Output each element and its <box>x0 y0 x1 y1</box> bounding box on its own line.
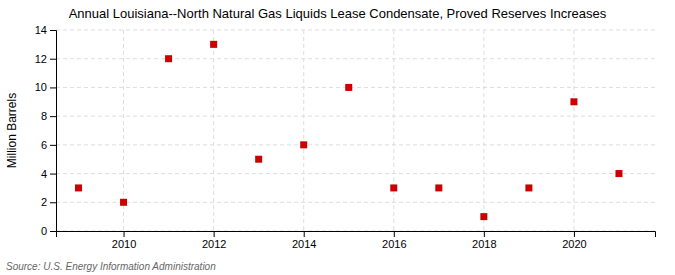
x-tick-mark <box>124 231 125 237</box>
x-tick: 2014 <box>292 231 316 250</box>
x-tick-mark <box>574 231 575 237</box>
x-tick-label: 2016 <box>382 238 406 250</box>
x-tick-label: 2020 <box>562 238 586 250</box>
y-tick-label: 4 <box>41 168 47 180</box>
x-tick: 2012 <box>202 231 226 250</box>
y-tick: 12 <box>35 53 56 65</box>
point <box>615 170 622 177</box>
x-tick: 2016 <box>382 231 406 250</box>
point <box>255 156 262 163</box>
point <box>435 184 442 191</box>
point <box>570 98 577 105</box>
y-axis-line <box>50 31 57 232</box>
y-tick: 0 <box>41 225 56 237</box>
y-tick: 14 <box>35 24 56 36</box>
y-tick-label: 14 <box>35 24 47 36</box>
y-tick: 10 <box>35 81 56 93</box>
point <box>390 184 397 191</box>
y-tick-label: 10 <box>35 81 47 93</box>
chart-title: Annual Louisiana--North Natural Gas Liqu… <box>69 6 607 21</box>
grid-line-y <box>56 173 655 174</box>
points <box>75 41 622 220</box>
y-axis-title: Million Barrels <box>5 93 19 168</box>
x-tick-mark <box>214 231 215 237</box>
y-axis: 0 2 4 6 8 10 12 14 <box>35 24 57 237</box>
y-tick-mark <box>50 87 56 88</box>
y-tick-label: 6 <box>41 139 47 151</box>
y-tick: 6 <box>41 139 56 151</box>
grid-line-y <box>56 30 655 31</box>
grid-line-y <box>56 58 655 59</box>
point <box>210 41 217 48</box>
point <box>345 84 352 91</box>
x-tick: 2018 <box>472 231 496 250</box>
x-axis: 2010 2012 2014 2016 2018 2020 <box>57 231 656 250</box>
plot-area: 2010 2012 2014 2016 2018 2020 0 2 4 6 8 10 12 14 <box>35 24 656 250</box>
x-tick-mark <box>304 231 305 237</box>
y-tick: 2 <box>41 196 56 208</box>
y-tick-mark <box>50 116 56 117</box>
y-tick-label: 8 <box>41 110 47 122</box>
x-tick-mark <box>394 231 395 237</box>
grid <box>56 30 655 231</box>
x-tick: 2010 <box>112 231 136 250</box>
grid-line-y <box>56 87 655 88</box>
point <box>75 184 82 191</box>
x-tick-label: 2012 <box>202 238 226 250</box>
x-tick-label: 2018 <box>472 238 496 250</box>
grid-line-y <box>56 116 655 117</box>
y-tick-mark <box>50 59 56 60</box>
x-tick-mark <box>484 231 485 237</box>
grid-line-x <box>573 30 574 231</box>
grid-line-x <box>393 30 394 231</box>
x-axis-line <box>57 232 656 238</box>
y-tick-label: 12 <box>35 53 47 65</box>
point <box>480 213 487 220</box>
grid-line-y <box>56 202 655 203</box>
y-tick-mark <box>50 202 56 203</box>
y-tick-mark <box>50 30 56 31</box>
chart-container: 2010 2012 2014 2016 2018 2020 0 2 4 6 8 10 12 14 Milli… <box>0 0 675 275</box>
y-tick-mark <box>50 174 56 175</box>
point <box>300 141 307 148</box>
y-tick-label: 2 <box>41 196 47 208</box>
x-tick: 2020 <box>562 231 586 250</box>
y-tick-label: 0 <box>41 225 47 237</box>
y-tick-mark <box>50 231 56 232</box>
chart-svg: 2010 2012 2014 2016 2018 2020 0 2 4 6 8 10 12 14 Milli… <box>0 0 675 275</box>
grid-line-x <box>483 30 484 231</box>
x-tick-label: 2010 <box>112 238 136 250</box>
y-tick: 4 <box>41 168 56 180</box>
y-tick-mark <box>50 145 56 146</box>
grid-line-x <box>213 30 214 231</box>
grid-line-x <box>303 30 304 231</box>
y-tick: 8 <box>41 110 56 122</box>
point <box>165 55 172 62</box>
source-note: Source: U.S. Energy Information Administ… <box>6 261 216 272</box>
grid-line-y <box>56 144 655 145</box>
point <box>525 184 532 191</box>
x-tick-label: 2014 <box>292 238 316 250</box>
point <box>120 199 127 206</box>
